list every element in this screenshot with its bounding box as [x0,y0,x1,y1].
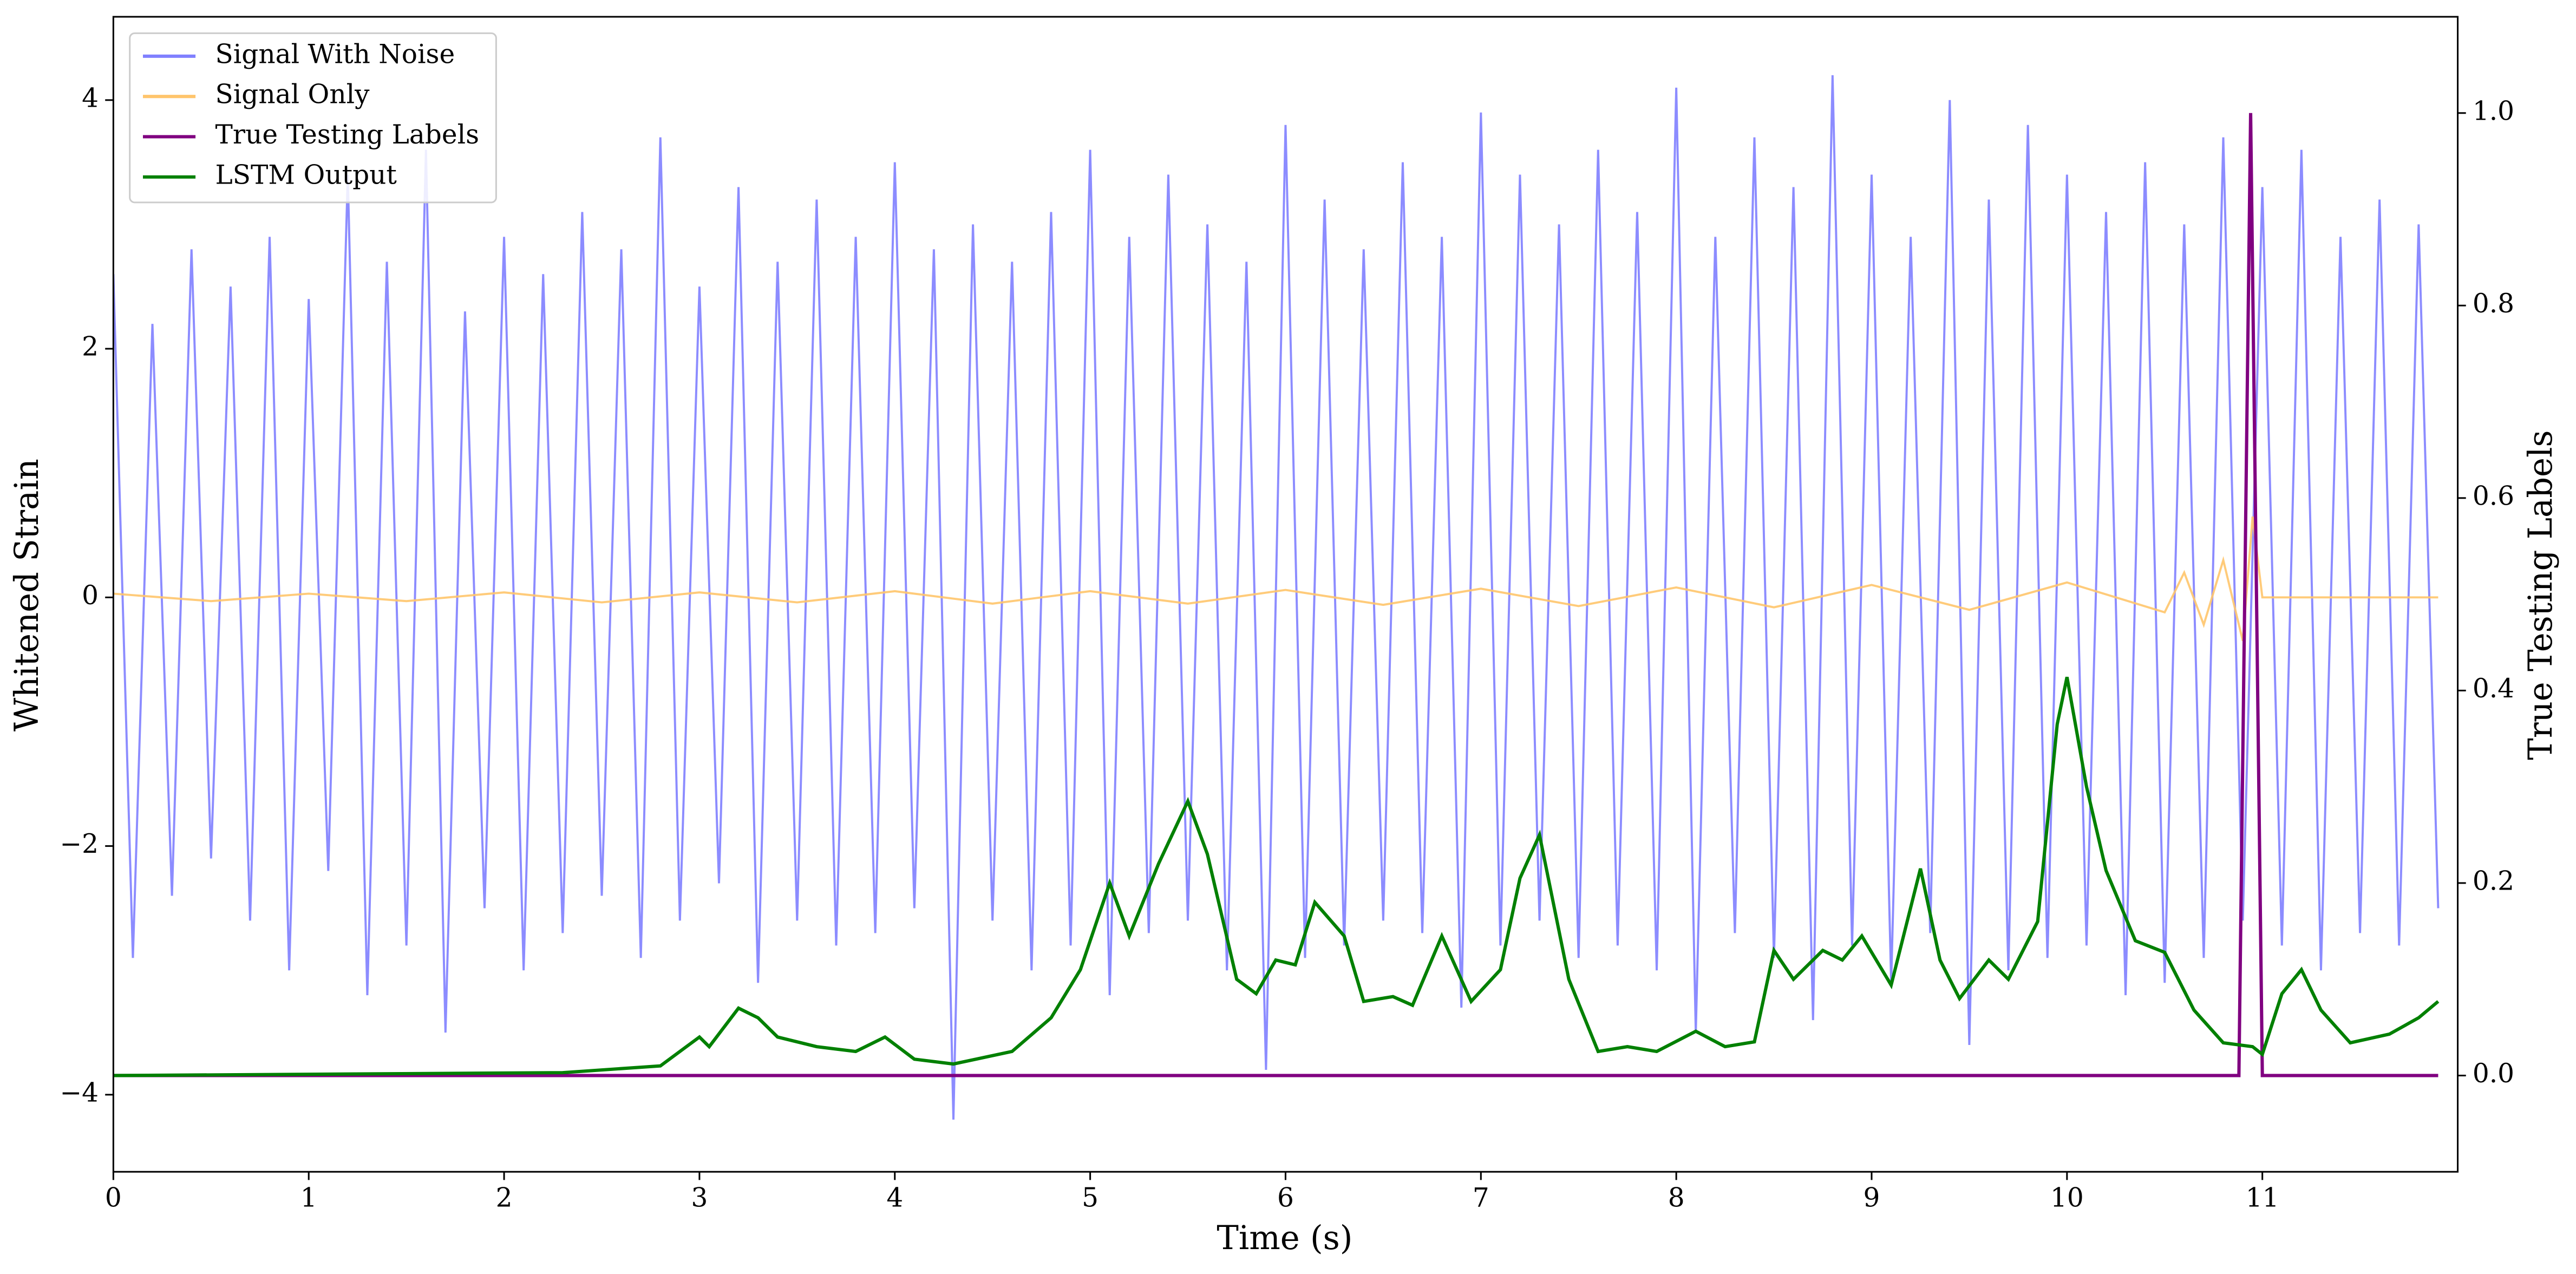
y2-axis-label: True Testing Labels [2522,430,2560,760]
legend-box [129,32,497,204]
x-tick-label: 5 [1082,1182,1099,1213]
x-tick-label: 6 [1277,1182,1294,1213]
x-tick-label: 4 [886,1182,903,1213]
x-tick-label: 11 [2246,1182,2279,1213]
y2-tick-label: 0.0 [2473,1059,2514,1089]
y2-tick-label: 0.6 [2473,481,2514,511]
y2-tick-label: 0.2 [2473,866,2514,896]
x-axis-label: Time (s) [1217,1219,1352,1257]
x-tick-label: 8 [1668,1182,1685,1213]
series-line [113,113,2438,1077]
legend: Signal With Noise Signal Only True Testing… [129,32,497,204]
x-tick-label: 10 [2050,1182,2084,1213]
legend-label: Signal Only [215,80,370,110]
y-tick-label: −2 [60,829,99,859]
plot-frame [112,16,2459,1173]
y-tick-label: −4 [60,1077,99,1108]
legend-label: Signal With Noise [215,39,455,69]
series-line [113,75,2440,1120]
y-tick-label: 2 [82,332,99,362]
x-tick-label: 3 [691,1182,708,1213]
y2-tick-label: 0.8 [2473,289,2514,319]
y-tick-label: 4 [82,83,99,113]
x-tick-label: 1 [300,1182,317,1213]
y-axis-label: Whitened Strain [8,459,46,731]
series-line [113,516,2438,642]
legend-label: LSTM Output [215,160,397,190]
y2-tick-label: 1.0 [2473,96,2514,126]
legend-label: True Testing Labels [215,120,480,150]
x-tick-label: 7 [1473,1182,1489,1213]
series-line [113,676,2440,1077]
y-tick-label: 0 [82,580,99,611]
x-tick-label: 9 [1864,1182,1880,1213]
y2-tick-label: 0.4 [2473,674,2514,704]
x-tick-label: 0 [105,1182,122,1213]
x-tick-label: 2 [496,1182,513,1213]
